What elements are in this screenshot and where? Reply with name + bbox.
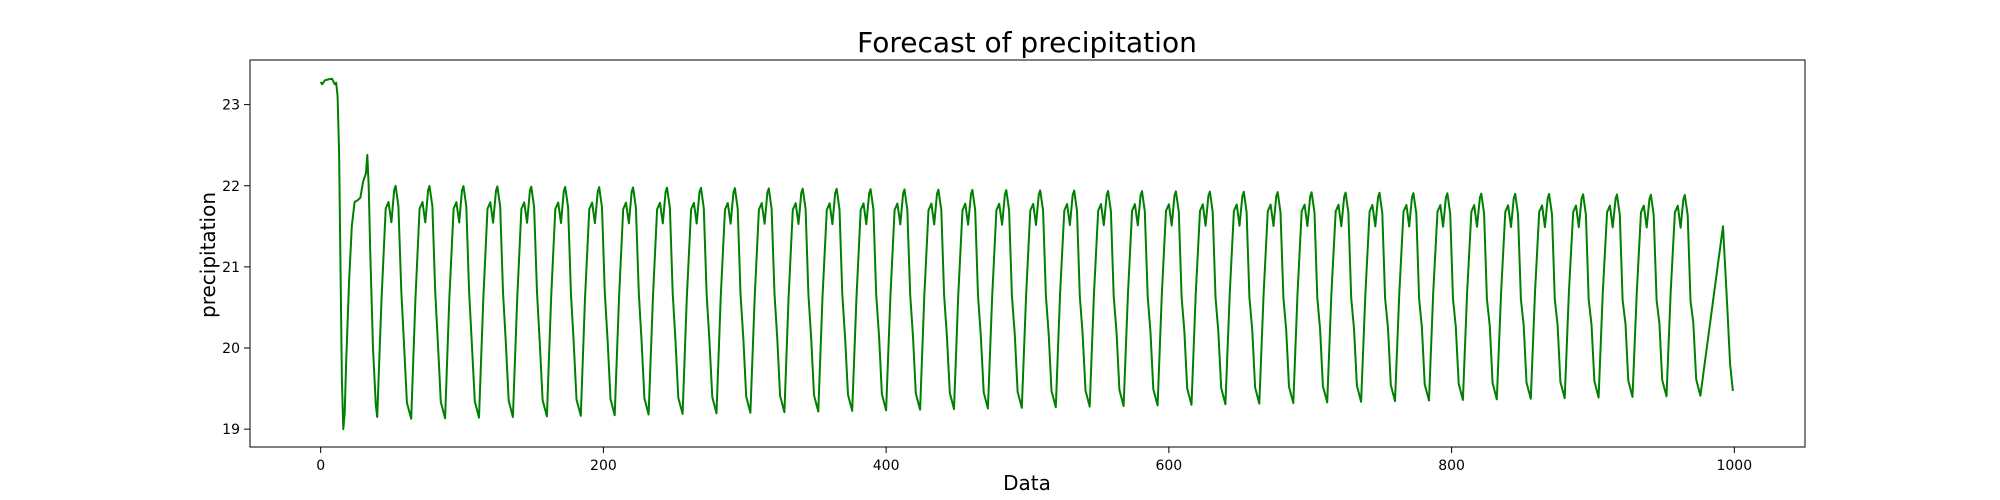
y-tick-label: 22 [222,179,240,195]
series-line [319,77,1734,431]
y-tick-label: 20 [222,341,240,357]
x-tick-label: 800 [1438,458,1465,474]
chart-title: Forecast of precipitation [857,26,1197,59]
plot-area: 0 200 400 600 800 1000 19 20 21 22 23 [222,59,1806,474]
y-tick-label: 23 [222,98,240,114]
x-axis-label: Data [1003,471,1051,495]
y-tick-label: 21 [222,260,240,276]
x-tick-label: 600 [1155,458,1182,474]
x-tick-label: 400 [873,458,900,474]
y-tick-label: 19 [222,422,240,438]
x-tick-label: 200 [590,458,617,474]
plot-frame [249,59,1806,448]
y-axis-label: precipitation [196,192,220,318]
x-tick-label: 0 [316,458,325,474]
x-tick-label: 1000 [1716,458,1752,474]
